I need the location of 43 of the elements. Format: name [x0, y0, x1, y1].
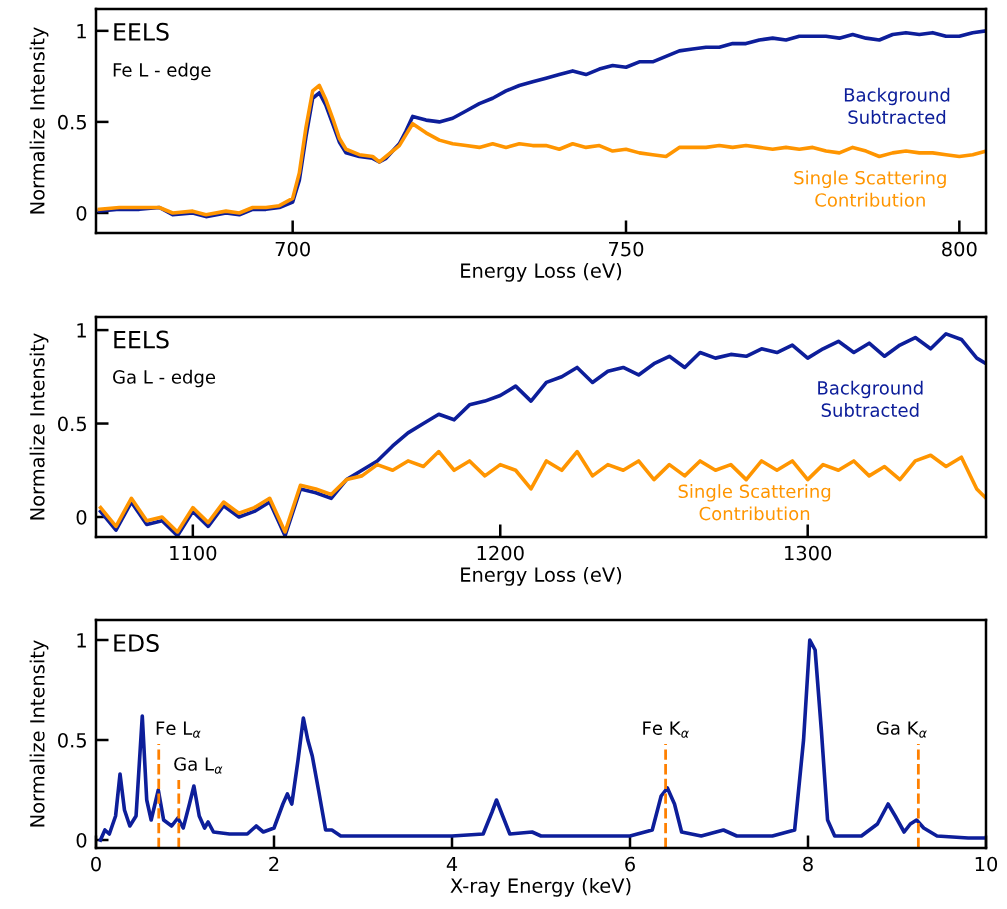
x-axis-title: X-ray Energy (keV) — [450, 877, 631, 897]
x-tick-label: 6 — [625, 856, 635, 872]
annotation: Fe K$_{α}$ — [643, 721, 689, 738]
text: Fe L - edge — [113, 62, 211, 81]
series-label: Single Scattering Contribution — [678, 484, 831, 521]
text: Ga L - edge — [113, 369, 216, 388]
x-tick-label: 1100 — [170, 545, 217, 561]
line-series — [98, 332, 986, 537]
y-tick-label: 0.5 — [58, 114, 86, 130]
x-tick-label: 10 — [975, 856, 998, 872]
y-axis-title: Normalize Intensity — [29, 27, 49, 214]
y-tick-label: 0.5 — [58, 732, 86, 748]
chart-title: EELS — [114, 22, 169, 41]
line-series — [97, 83, 986, 217]
x-axis-title: Energy Loss (eV) — [461, 262, 622, 282]
y-tick-label: 1 — [77, 323, 86, 338]
y-tick-label: 1 — [77, 633, 86, 648]
x-tick-label: 2 — [269, 856, 279, 872]
series-label: Background Subtracted — [818, 380, 923, 417]
x-tick-label: 800 — [942, 241, 977, 257]
x-tick-label: 1300 — [785, 545, 832, 561]
x-tick-label: 750 — [609, 241, 644, 257]
x-tick-label: 0 — [91, 856, 101, 872]
x-tick-label: 1200 — [477, 545, 524, 561]
y-axis-title: Normalize Intensity — [29, 333, 49, 520]
y-tick-label: 0 — [76, 832, 87, 848]
x-tick-label: 700 — [275, 241, 310, 257]
y-tick-label: 0 — [76, 205, 87, 221]
text: Background Subtracted — [844, 87, 950, 124]
annotation: Ga L$_{α}$ — [174, 757, 223, 774]
annotation: Fe L$_{α}$ — [156, 721, 201, 738]
x-tick-label: 8 — [803, 856, 813, 872]
x-axis-title: Energy Loss (eV) — [461, 566, 622, 586]
line-series — [98, 449, 986, 534]
y-tick-label: 0.5 — [58, 416, 86, 432]
y-axis-title: Normalize Intensity — [29, 640, 49, 827]
x-tick-label: 4 — [446, 856, 458, 872]
chart-title: EDS — [114, 634, 159, 652]
y-tick-label: 1 — [77, 24, 86, 39]
chart-title: EELS — [114, 330, 169, 349]
series-label: Single Scattering Contribution — [794, 170, 946, 207]
y-tick-label: 0 — [76, 509, 87, 525]
annotation: Ga K$_{α}$ — [876, 721, 927, 738]
